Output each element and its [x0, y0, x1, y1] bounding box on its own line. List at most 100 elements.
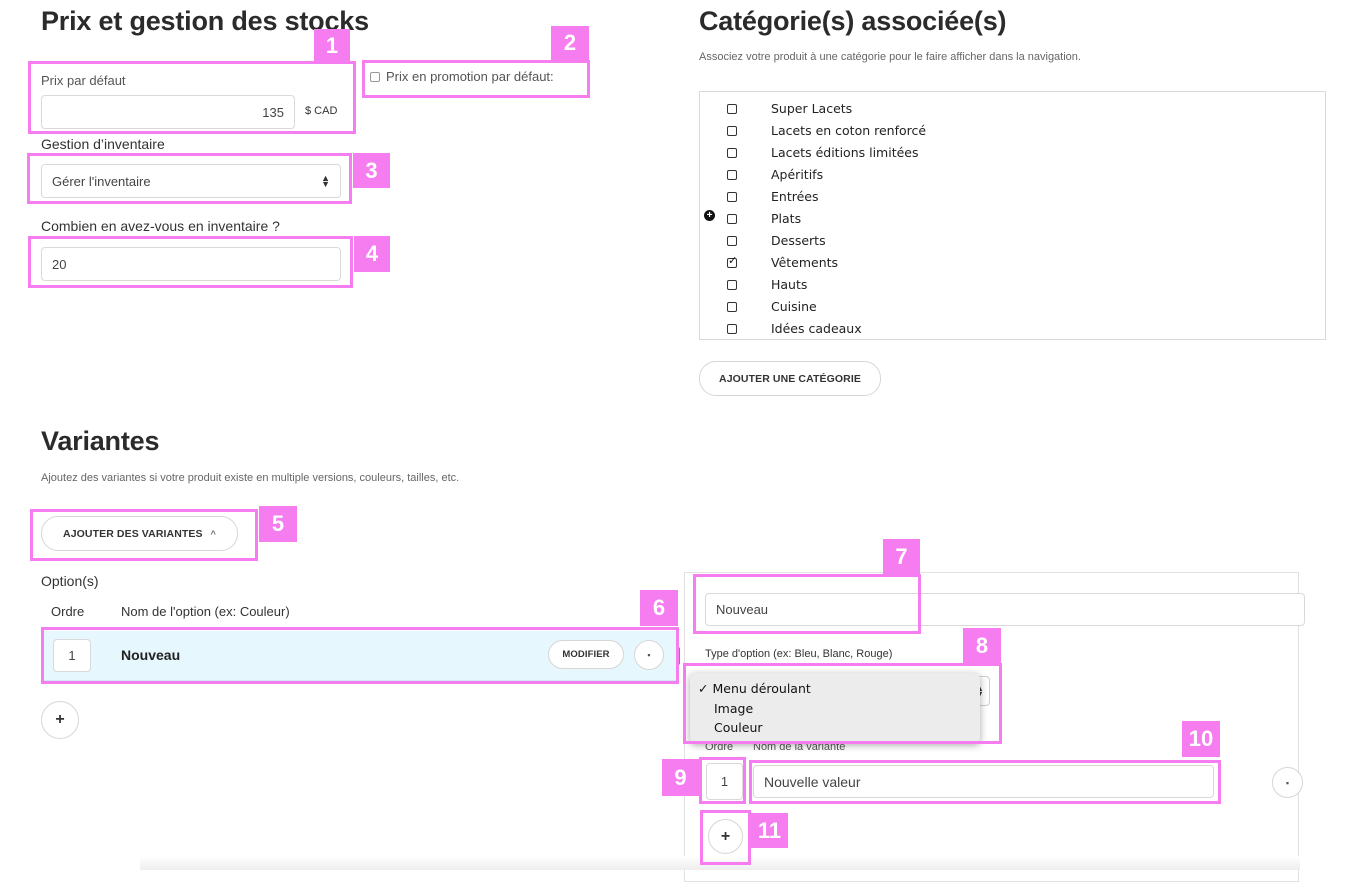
badge-11: 11: [751, 813, 788, 848]
option-order-input[interactable]: 1: [53, 639, 91, 672]
badge-1: 1: [314, 29, 350, 63]
trash-icon: ▪: [647, 650, 651, 660]
category-checkbox[interactable]: [727, 234, 737, 249]
badge-10: 10: [1182, 721, 1220, 757]
category-list[interactable]: Super Lacets Lacets en coton renforcé Lace…: [699, 91, 1326, 340]
categories-subtitle: Associez votre produit à une catégorie p…: [699, 51, 1081, 63]
option-row[interactable]: 1 Nouveau MODIFIER ▪: [44, 631, 676, 681]
select-arrows-icon: ▲ ▼: [321, 173, 330, 189]
category-checkbox[interactable]: [727, 278, 737, 293]
category-checkbox[interactable]: [727, 190, 737, 205]
add-category-button[interactable]: AJOUTER UNE CATÉGORIE: [699, 361, 881, 396]
variant-name-value: Nouvelle valeur: [764, 773, 861, 790]
category-item[interactable]: Desserts: [700, 229, 1325, 251]
promo-price-checkbox[interactable]: [370, 71, 380, 82]
variants-subtitle: Ajoutez des variantes si votre produit e…: [41, 472, 460, 484]
category-item[interactable]: Super Lacets: [700, 97, 1325, 119]
category-label: Hauts: [771, 276, 808, 292]
plus-icon: +: [720, 827, 731, 845]
category-checkbox[interactable]: [727, 102, 737, 117]
quantity-value: 20: [52, 256, 67, 272]
inventory-select-value: Gérer l'inventaire: [52, 173, 151, 189]
category-item[interactable]: Plats: [700, 207, 1325, 229]
checkbox-icon[interactable]: [727, 192, 737, 202]
trash-icon: ▪: [1285, 777, 1290, 788]
checkbox-icon[interactable]: [727, 236, 737, 246]
quantity-label: Combien en avez-vous en inventaire ?: [41, 218, 280, 234]
category-label: Entrées: [771, 188, 819, 204]
add-variants-label: AJOUTER DES VARIANTES: [63, 527, 203, 540]
checkbox-icon[interactable]: [727, 170, 737, 180]
default-price-input[interactable]: 135: [41, 95, 295, 129]
category-label: Vêtements: [771, 254, 839, 270]
category-item[interactable]: Apéritifs: [700, 163, 1325, 185]
bottom-fade: [140, 856, 1300, 870]
option-name: Nouveau: [121, 647, 181, 663]
option-name-input[interactable]: Nouveau: [705, 593, 1305, 626]
quantity-input[interactable]: 20: [41, 247, 341, 281]
category-item[interactable]: Lacets en coton renforcé: [700, 119, 1325, 141]
add-variants-button[interactable]: AJOUTER DES VARIANTES ^: [41, 516, 238, 551]
badge-3: 3: [353, 153, 390, 188]
checkbox-icon[interactable]: [727, 104, 737, 114]
category-item[interactable]: ✓ Vêtements: [700, 251, 1325, 273]
category-checkbox[interactable]: [727, 124, 737, 139]
option-type-dropdown-menu[interactable]: ✓ Menu déroulant Image Couleur: [690, 673, 980, 743]
menu-item-dropdown[interactable]: ✓ Menu déroulant: [698, 681, 811, 696]
category-label: Cuisine: [771, 298, 817, 314]
badge-7: 7: [883, 539, 920, 575]
selected-indicator: [676, 647, 680, 665]
add-variant-value-button[interactable]: +: [708, 819, 743, 854]
variants-section-title: Variantes: [41, 426, 160, 456]
category-item[interactable]: Lacets éditions limitées: [700, 141, 1325, 163]
badge-4: 4: [354, 236, 390, 272]
drag-handle-icon[interactable]: +: [704, 210, 715, 221]
category-item[interactable]: Entrées: [700, 185, 1325, 207]
checkbox-icon[interactable]: [727, 126, 737, 136]
options-col-order: Ordre: [51, 604, 85, 619]
option-name-value: Nouveau: [716, 602, 769, 617]
category-checkbox[interactable]: [727, 300, 737, 315]
category-item[interactable]: Hauts: [700, 273, 1325, 295]
category-label: Apéritifs: [771, 166, 824, 182]
menu-item-image[interactable]: Image: [714, 701, 754, 716]
variant-name-input[interactable]: Nouvelle valeur: [753, 765, 1214, 798]
options-label: Option(s): [41, 573, 99, 589]
option-type-label: Type d'option (ex: Bleu, Blanc, Rouge): [705, 648, 893, 660]
checkbox-icon[interactable]: [727, 324, 737, 334]
category-checkbox[interactable]: [727, 168, 737, 183]
category-item[interactable]: Cuisine: [700, 295, 1325, 317]
modify-option-button[interactable]: MODIFIER: [548, 640, 624, 669]
checkbox-icon[interactable]: [727, 302, 737, 312]
category-checkbox[interactable]: [727, 212, 737, 227]
checked-checkbox-icon[interactable]: ✓: [727, 254, 737, 268]
category-checkbox[interactable]: [727, 322, 737, 337]
variant-order-input[interactable]: 1: [706, 763, 743, 800]
checkbox-icon[interactable]: [727, 280, 737, 290]
inventory-management-select[interactable]: Gérer l'inventaire ▲ ▼: [41, 164, 341, 198]
menu-item-color[interactable]: Couleur: [714, 720, 763, 735]
plus-icon: +: [55, 711, 65, 728]
delete-variant-button[interactable]: ▪: [1272, 767, 1303, 798]
category-label: Lacets en coton renforcé: [771, 122, 927, 138]
checkbox-icon[interactable]: [727, 214, 737, 224]
badge-6: 6: [640, 590, 678, 626]
checkmark-icon: ✓: [698, 681, 709, 696]
checkbox-icon[interactable]: [727, 148, 737, 158]
categories-section-title: Catégorie(s) associée(s): [699, 6, 1007, 36]
category-label: Idées cadeaux: [771, 320, 862, 336]
category-checkbox[interactable]: [727, 146, 737, 161]
category-checkbox[interactable]: ✓: [727, 254, 737, 271]
default-price-value: 135: [262, 104, 284, 120]
menu-item-dropdown-label: Menu déroulant: [712, 681, 811, 696]
add-option-button[interactable]: +: [41, 701, 79, 739]
badge-8: 8: [963, 628, 1001, 664]
category-label: Super Lacets: [771, 100, 853, 116]
promo-price-toggle[interactable]: Prix en promotion par défaut:: [370, 69, 554, 84]
badge-5: 5: [259, 506, 297, 542]
delete-option-button[interactable]: ▪: [634, 640, 664, 670]
variant-order-value: 1: [720, 774, 729, 789]
category-label: Desserts: [771, 232, 826, 248]
promo-price-label: Prix en promotion par défaut:: [386, 69, 554, 84]
category-item[interactable]: Idées cadeaux: [700, 317, 1325, 339]
